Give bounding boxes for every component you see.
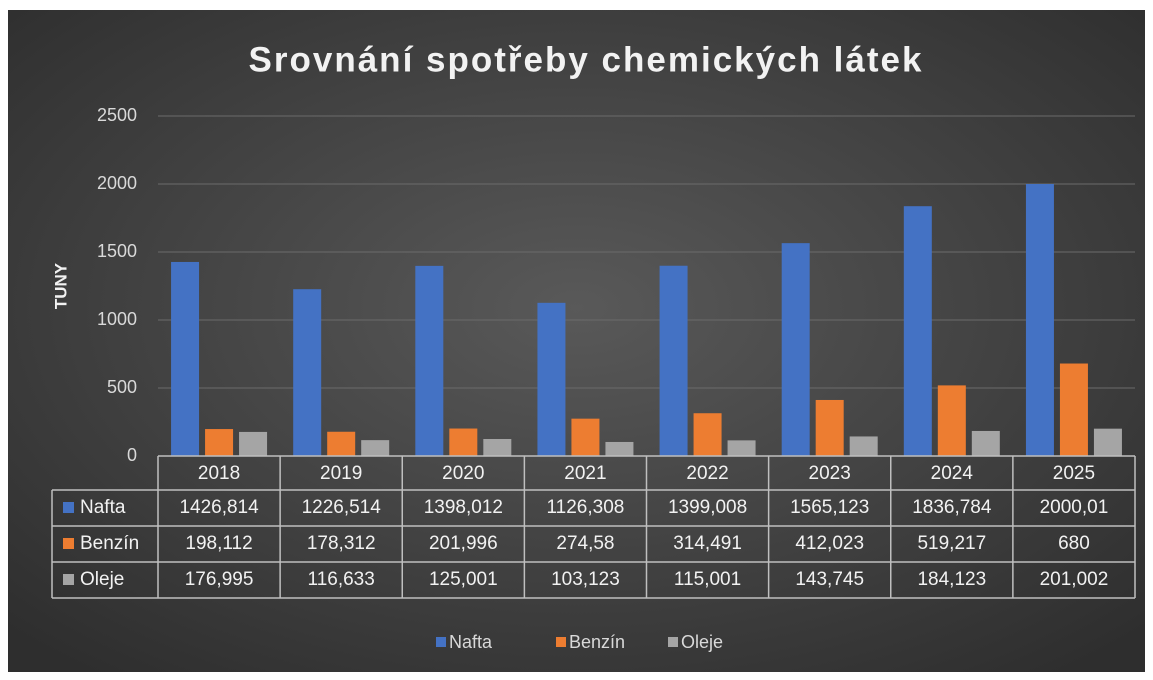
table-cell: 1399,008 xyxy=(668,497,747,518)
x-tick-label: 2025 xyxy=(1053,463,1095,484)
table-row-label: Benzín xyxy=(80,533,139,554)
table-cell: 274,58 xyxy=(556,533,614,554)
bar xyxy=(1059,363,1088,456)
bar xyxy=(571,418,600,456)
bar xyxy=(327,431,356,456)
x-tick-label: 2024 xyxy=(931,463,974,484)
table-cell: 116,633 xyxy=(308,569,375,590)
bar xyxy=(781,243,810,456)
table-cell: 1126,308 xyxy=(547,497,625,518)
bar xyxy=(605,441,634,456)
x-tick-label: 2022 xyxy=(686,463,728,484)
y-tick-label: 2000 xyxy=(97,173,137,193)
bar xyxy=(815,399,844,456)
y-axis-label: TUNY xyxy=(51,262,70,309)
table-cell: 176,995 xyxy=(185,569,254,590)
legend-label: Benzín xyxy=(569,632,625,652)
bar xyxy=(361,440,390,456)
bar xyxy=(171,261,200,456)
table-cell: 125,001 xyxy=(429,569,498,590)
bar xyxy=(1025,183,1054,456)
legend-label: Nafta xyxy=(449,632,493,652)
y-tick-label: 500 xyxy=(107,377,137,397)
x-tick-label: 2018 xyxy=(198,463,240,484)
y-tick-label: 0 xyxy=(127,445,137,465)
table-cell: 2000,01 xyxy=(1040,497,1109,518)
table-cell: 198,112 xyxy=(185,533,252,554)
bar xyxy=(205,429,234,456)
y-tick-label: 1500 xyxy=(97,241,137,261)
bar xyxy=(483,438,512,456)
table-legend-key xyxy=(63,574,74,585)
table-cell: 680 xyxy=(1058,533,1090,554)
x-tick-label: 2023 xyxy=(809,463,851,484)
table-cell: 143,745 xyxy=(795,569,864,590)
bar xyxy=(727,440,756,456)
table-cell: 1426,814 xyxy=(179,497,259,518)
bar xyxy=(971,430,1000,456)
bar xyxy=(849,436,878,456)
table-cell: 1565,123 xyxy=(790,497,869,518)
table-cell: 1226,514 xyxy=(302,497,382,518)
table-cell: 519,217 xyxy=(917,533,986,554)
bar xyxy=(537,302,566,456)
table-legend-key xyxy=(63,502,74,513)
legend-key xyxy=(556,637,566,647)
bar xyxy=(239,431,268,456)
table-cell: 1398,012 xyxy=(424,497,503,518)
y-tick-label: 2500 xyxy=(97,105,137,125)
bar xyxy=(659,265,688,456)
table-cell: 412,023 xyxy=(795,533,864,554)
table-legend-key xyxy=(63,538,74,549)
y-tick-label: 1000 xyxy=(97,309,137,329)
bar xyxy=(415,265,444,456)
bar xyxy=(1093,428,1122,456)
bar xyxy=(937,385,966,456)
bar xyxy=(449,428,478,456)
x-tick-label: 2019 xyxy=(320,463,362,484)
table-cell: 115,001 xyxy=(674,569,741,590)
legend-key xyxy=(668,637,678,647)
legend-label: Oleje xyxy=(681,632,723,652)
table-cell: 178,312 xyxy=(307,533,376,554)
table-cell: 201,996 xyxy=(429,533,498,554)
table-cell: 314,491 xyxy=(673,533,742,554)
bar xyxy=(693,413,722,456)
table-cell: 1836,784 xyxy=(912,497,992,518)
bar xyxy=(293,289,322,456)
x-tick-label: 2021 xyxy=(564,463,606,484)
table-row-label: Nafta xyxy=(80,497,126,518)
table-cell: 103,123 xyxy=(551,569,620,590)
table-row-label: Oleje xyxy=(80,569,124,590)
table-cell: 201,002 xyxy=(1040,569,1109,590)
bar xyxy=(903,206,932,456)
legend-key xyxy=(436,637,446,647)
chart-title: Srovnání spotřeby chemických látek xyxy=(249,40,924,79)
x-tick-label: 2020 xyxy=(442,463,484,484)
table-cell: 184,123 xyxy=(917,569,986,590)
